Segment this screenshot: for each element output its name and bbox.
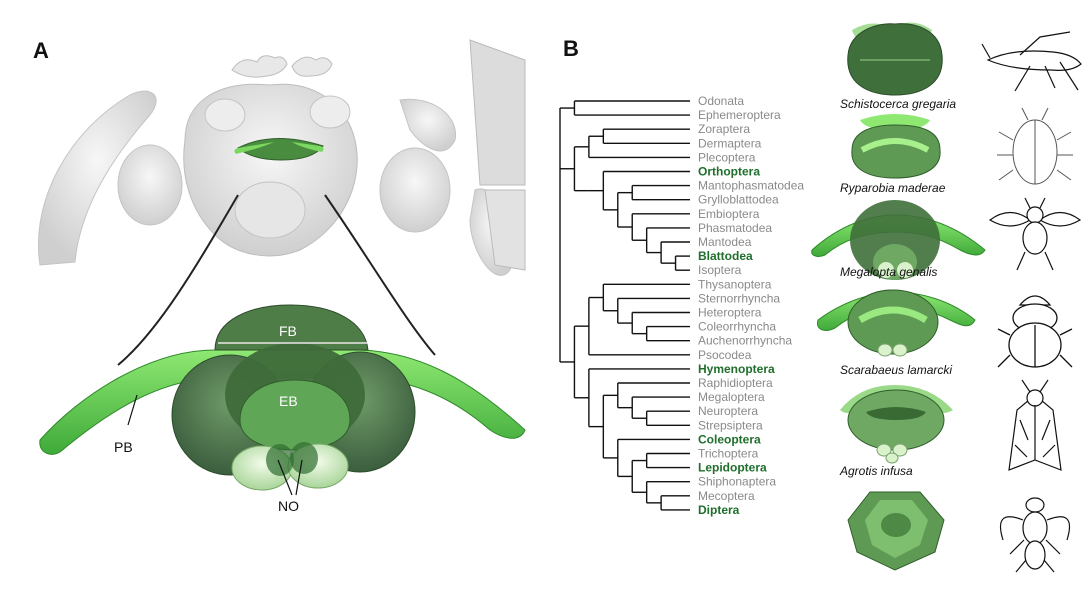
cx-render-diptera — [847, 491, 945, 571]
pb-leader-line — [127, 394, 138, 426]
taxon-label: Plecoptera — [698, 150, 756, 164]
taxon-label: Ephemeroptera — [698, 108, 781, 122]
cx-render-ryparobia — [851, 114, 941, 179]
species-label: Megalopta genalis — [840, 265, 937, 279]
label-eb: EB — [279, 393, 298, 409]
taxon-label: Mantophasmatodea — [698, 179, 804, 193]
cx-render-megalopta — [811, 200, 986, 280]
taxon-label: Neuroptera — [698, 404, 758, 418]
taxa-list: OdonataEphemeropteraZorapteraDermapteraP… — [698, 94, 804, 517]
taxon-label: Coleoptera — [698, 432, 761, 446]
taxon-label: Grylloblattodea — [698, 193, 779, 207]
cx-render-agrotis — [840, 385, 953, 464]
panel-label-b: B — [563, 36, 579, 61]
species-label: Scarabaeus lamarcki — [840, 363, 952, 377]
taxon-label: Psocodea — [698, 348, 752, 362]
taxon-label: Shiphonaptera — [698, 475, 776, 489]
no-leader-line-left — [277, 459, 293, 496]
taxon-label: Coleorrhyncha — [698, 320, 776, 334]
insect-drawing-cockroach — [997, 107, 1073, 185]
taxon-label: Strepsiptera — [698, 418, 763, 432]
taxon-label: Heteroptera — [698, 306, 762, 320]
label-no: NO — [278, 498, 299, 514]
no-leader-line-right — [295, 459, 303, 496]
insect-drawing-grasshopper — [981, 31, 1082, 92]
taxon-label: Blattodea — [698, 249, 753, 263]
taxon-label: Mantodea — [698, 235, 752, 249]
insect-drawing-moth — [1008, 379, 1062, 471]
taxon-label: Sternorrhyncha — [698, 291, 780, 305]
taxon-label: Megaloptera — [698, 390, 765, 404]
label-pb: PB — [114, 439, 133, 455]
insect-drawing-bee — [988, 197, 1082, 271]
taxon-label: Embioptera — [698, 207, 760, 221]
taxon-label: Diptera — [698, 503, 740, 517]
species-label: Schistocerca gregaria — [840, 97, 956, 111]
zoom-line-right — [324, 194, 436, 356]
zoom-line-left — [117, 194, 239, 366]
species-label: Agrotis infusa — [839, 464, 913, 478]
taxon-label: Phasmatodea — [698, 221, 772, 235]
phylogeny-tree — [559, 100, 690, 511]
taxon-label: Dermaptera — [698, 136, 762, 150]
insect-drawing-beetle — [997, 295, 1073, 368]
label-fb: FB — [279, 323, 297, 339]
taxon-label: Zoraptera — [698, 122, 750, 136]
taxon-label: Raphidioptera — [698, 376, 773, 390]
cx-render-schistocerca — [847, 22, 943, 96]
cx-render-scarabaeus — [816, 289, 976, 357]
species-label: Ryparobia maderae — [840, 181, 946, 195]
taxon-label: Auchenorrhyncha — [698, 334, 792, 348]
insect-drawing-fly — [999, 497, 1071, 573]
taxon-label: Lepidoptera — [698, 461, 767, 475]
taxon-label: Odonata — [698, 94, 744, 108]
taxon-label: Thysanoptera — [698, 277, 772, 291]
central-complex-zoom-render — [39, 304, 526, 491]
taxon-label: Isoptera — [698, 263, 742, 277]
taxon-label: Orthoptera — [698, 165, 760, 179]
panel-label-a: A — [33, 38, 49, 63]
taxon-label: Hymenoptera — [698, 362, 775, 376]
brain-overview-render — [38, 39, 526, 276]
taxon-label: Mecoptera — [698, 489, 755, 503]
taxon-label: Trichoptera — [698, 447, 759, 461]
